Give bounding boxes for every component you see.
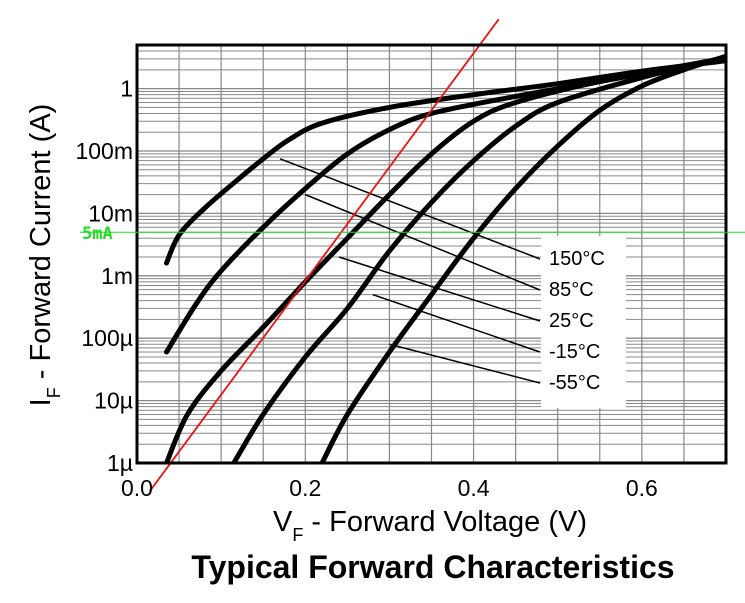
x-tick-label: 0.6 bbox=[626, 475, 658, 501]
y-tick-label: 10m bbox=[88, 200, 133, 226]
legend: 150°C 85°C 25°C -15°C -55°C bbox=[549, 248, 605, 394]
y-tick-label: 100µ bbox=[81, 325, 133, 351]
marker-label: 5mA bbox=[82, 224, 113, 244]
legend-label: 150°C bbox=[549, 248, 605, 270]
curve-line bbox=[164, 58, 726, 266]
y-tick-label: 1µ bbox=[107, 450, 133, 476]
plot-curves bbox=[164, 53, 726, 463]
x-tick-label: 0.2 bbox=[289, 475, 321, 501]
x-tick-labels: 0.0 0.2 0.4 0.6 bbox=[121, 475, 658, 501]
legend-callout-line bbox=[338, 256, 541, 322]
legend-callout-line bbox=[389, 343, 541, 384]
legend-box bbox=[541, 236, 626, 408]
y-tick-labels: 1µ 10µ 100µ 1m 10m 100m 1 bbox=[75, 76, 133, 476]
legend-label: -55°C bbox=[549, 372, 600, 394]
chart-title: Typical Forward Characteristics bbox=[191, 549, 674, 585]
y-tick-label: 100m bbox=[75, 138, 133, 164]
curve-line bbox=[164, 55, 726, 463]
plot-frame bbox=[135, 43, 728, 465]
legend-label: 25°C bbox=[549, 310, 594, 332]
y-tick-label: 1 bbox=[120, 76, 133, 102]
x-tick-label: 0.0 bbox=[121, 475, 153, 501]
x-axis-label: VF - Forward Voltage (V) bbox=[273, 506, 587, 545]
y-tick-label: 1m bbox=[101, 263, 133, 289]
tangent-line bbox=[148, 18, 500, 492]
tangent-line-group bbox=[148, 18, 500, 492]
x-tick-label: 0.4 bbox=[458, 475, 490, 501]
legend-label: -15°C bbox=[549, 341, 600, 363]
legend-label: 85°C bbox=[549, 279, 594, 301]
y-axis-label: IF - Forward Current (A) bbox=[25, 104, 64, 407]
legend-callout-line bbox=[279, 158, 541, 260]
legend-callout-line bbox=[305, 193, 541, 291]
y-tick-label: 10µ bbox=[94, 388, 133, 414]
curve-line bbox=[231, 54, 726, 463]
curve-line bbox=[319, 53, 726, 463]
plot-grid bbox=[137, 45, 726, 463]
marker-group: 5mA bbox=[80, 224, 745, 244]
legend-callouts bbox=[279, 158, 541, 384]
legend-callout-line bbox=[372, 293, 541, 353]
